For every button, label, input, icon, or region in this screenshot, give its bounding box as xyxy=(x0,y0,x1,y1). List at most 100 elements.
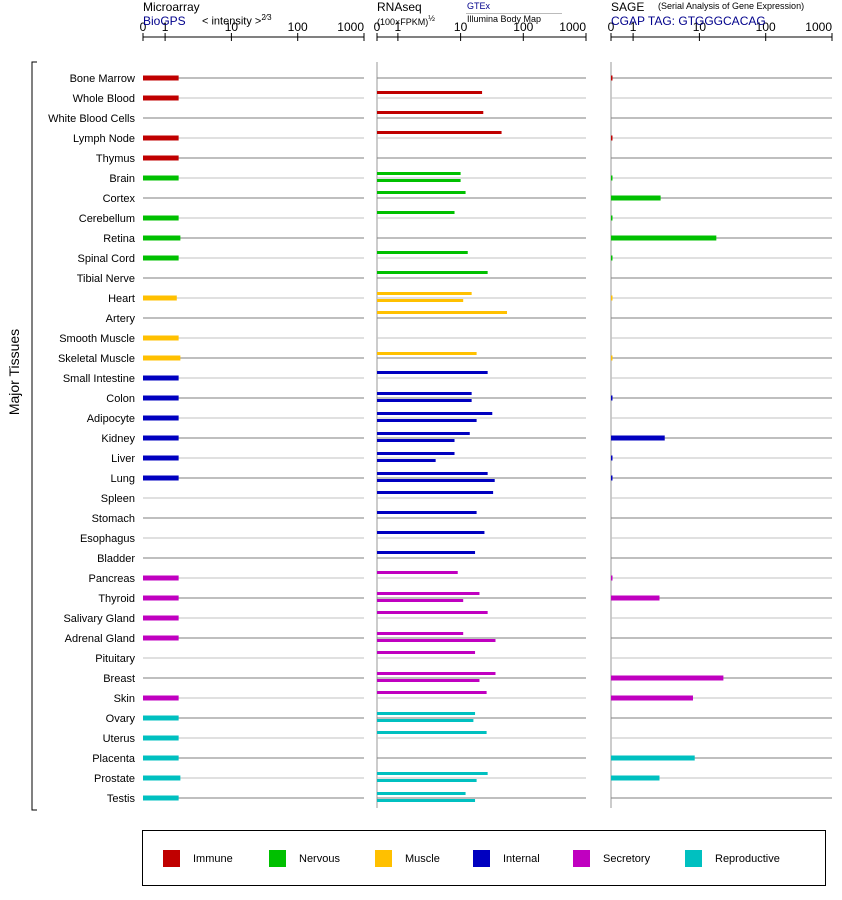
sage-bar xyxy=(611,595,660,601)
microarray-bar xyxy=(143,135,179,141)
tissue-label: Colon xyxy=(106,393,135,405)
microarray-bar xyxy=(143,795,179,801)
rnaseq-tick-label-1000: 1000 xyxy=(559,20,586,34)
tissue-label: Adrenal Gland xyxy=(65,633,135,645)
rnaseq-bar xyxy=(377,111,484,114)
rnaseq-bar xyxy=(377,191,466,194)
microarray-bar xyxy=(143,635,179,641)
legend-swatch-muscle xyxy=(375,850,392,867)
sage-subtitle: (Serial Analysis of Gene Expression) xyxy=(658,1,805,11)
tissue-label: Liver xyxy=(111,453,135,465)
tissue-label: Ovary xyxy=(106,713,136,725)
rnaseq-bar xyxy=(377,531,485,534)
sage-bar xyxy=(611,255,613,261)
rnaseq-bar-ibm xyxy=(377,459,436,462)
sage-bar xyxy=(611,295,613,301)
legend-item-muscle: Muscle xyxy=(375,850,440,867)
microarray-tick-label-1: 1 xyxy=(162,20,169,34)
microarray-bar xyxy=(143,95,179,101)
legend-swatch-secretory xyxy=(573,850,590,867)
rnaseq-bar-gtex xyxy=(377,392,472,395)
tissue-label: Pituitary xyxy=(95,653,135,665)
sage-bar xyxy=(611,195,661,201)
rnaseq-source-divider xyxy=(466,13,562,14)
rnaseq-bar-gtex xyxy=(377,432,470,435)
tissue-label: Esophagus xyxy=(80,533,136,545)
sage-bar xyxy=(611,355,613,361)
major-tissues-bracket xyxy=(31,61,37,811)
sage-title: SAGE xyxy=(611,0,645,14)
rnaseq-bar-ibm xyxy=(377,719,474,722)
rnaseq-bar xyxy=(377,251,468,254)
tissue-label: Stomach xyxy=(92,513,135,525)
sage-tick-label-1: 1 xyxy=(630,20,637,34)
tissue-label: White Blood Cells xyxy=(48,113,135,125)
microarray-bar xyxy=(143,575,179,581)
microarray-tick-label-10: 10 xyxy=(225,20,239,34)
rnaseq-scale-label: (100×FPKM)½ xyxy=(377,15,435,27)
sage-bar xyxy=(611,435,665,441)
tissue-label: Breast xyxy=(103,673,135,685)
microarray-bar xyxy=(143,255,179,261)
sage-bar xyxy=(611,755,695,761)
sage-tick-label-10: 10 xyxy=(693,20,707,34)
rnaseq-bar-ibm xyxy=(377,439,455,442)
rnaseq-bar-gtex xyxy=(377,412,493,415)
legend-item-immune: Immune xyxy=(163,850,233,867)
tissue-label: Tibial Nerve xyxy=(77,273,135,285)
rnaseq-tick-label-0: 0 xyxy=(374,20,381,34)
tissue-label: Whole Blood xyxy=(73,93,135,105)
sage-tick-label-0: 0 xyxy=(608,20,615,34)
rnaseq-source-gtex: GTEx xyxy=(467,1,491,11)
microarray-scale-label: < intensity >2⁄3 xyxy=(202,14,272,28)
sage-bar xyxy=(611,575,613,581)
sage-bar xyxy=(611,135,613,141)
tissue-label: Testis xyxy=(107,793,136,805)
tissue-label: Cerebellum xyxy=(79,213,135,225)
microarray-bar xyxy=(143,755,179,761)
microarray-bar xyxy=(143,395,179,401)
rnaseq-bar xyxy=(377,611,488,614)
rnaseq-bar-gtex xyxy=(377,632,464,635)
microarray-scale-text: < intensity > xyxy=(202,15,262,28)
microarray-bar xyxy=(143,435,179,441)
sage-bar xyxy=(611,475,613,481)
microarray-bar xyxy=(143,715,179,721)
microarray-bar xyxy=(143,75,179,81)
tissue-label: Spleen xyxy=(101,493,135,505)
rnaseq-tick-label-1: 1 xyxy=(395,20,402,34)
sage-tick-label-1000: 1000 xyxy=(805,20,832,34)
tissue-label: Uterus xyxy=(103,733,136,745)
rnaseq-bar xyxy=(377,271,488,274)
rnaseq-bar xyxy=(377,311,508,314)
microarray-bar xyxy=(143,595,179,601)
sage-bar xyxy=(611,695,693,701)
rnaseq-bar-ibm xyxy=(377,299,464,302)
rnaseq-bar xyxy=(377,211,455,214)
tissue-label: Thymus xyxy=(96,153,136,165)
rnaseq-bar-gtex xyxy=(377,452,455,455)
tissue-label: Artery xyxy=(106,313,136,325)
rnaseq-bar xyxy=(377,651,476,654)
tissue-label: Skeletal Muscle xyxy=(58,353,135,365)
microarray-bar xyxy=(143,295,177,301)
rnaseq-bar xyxy=(377,551,476,554)
sage-bar xyxy=(611,455,613,461)
microarray-source: BioGPS xyxy=(143,14,186,28)
rnaseq-bar xyxy=(377,91,483,94)
rnaseq-source-ibm: Illumina Body Map xyxy=(467,14,542,24)
sage-source: CGAP TAG: GTGGGCACAG xyxy=(611,14,766,28)
sage-bar xyxy=(611,395,613,401)
legend-label-reproductive: Reproductive xyxy=(715,852,780,865)
microarray-tick-label-100: 100 xyxy=(288,20,308,34)
rnaseq-tick-label-100: 100 xyxy=(513,20,533,34)
tissue-label: Kidney xyxy=(101,433,135,445)
microarray-bar xyxy=(143,735,179,741)
legend-label-nervous: Nervous xyxy=(299,852,340,865)
rnaseq-bar-gtex xyxy=(377,792,466,795)
rnaseq-bar-ibm xyxy=(377,419,477,422)
tissue-label: Skin xyxy=(114,693,135,705)
legend-item-secretory: Secretory xyxy=(573,850,650,867)
microarray-scale-exponent: 2⁄3 xyxy=(261,13,272,22)
